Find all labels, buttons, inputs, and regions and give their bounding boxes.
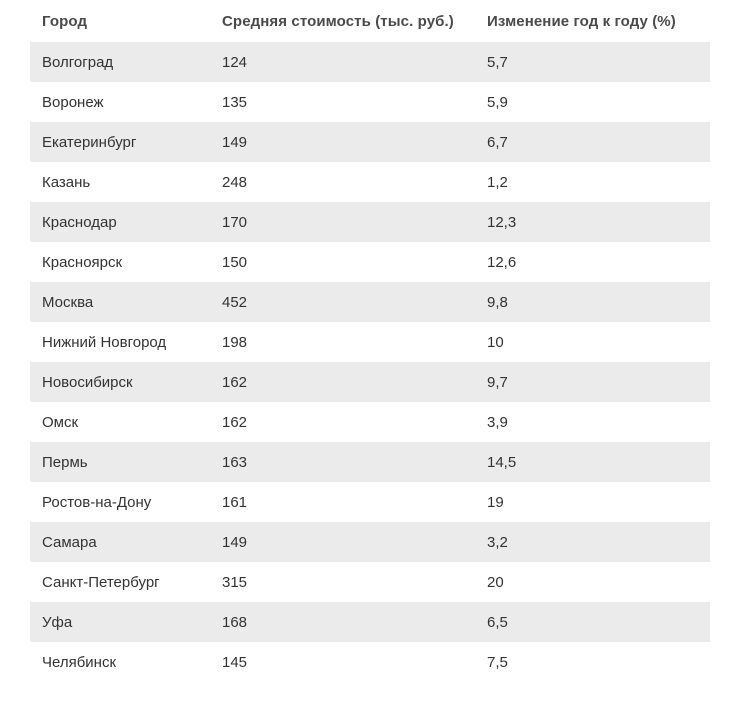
city-cell: Уфа	[42, 613, 73, 631]
table-row: Пермь 163 14,5	[30, 442, 710, 482]
table-row: Челябинск 145 7,5	[30, 642, 710, 682]
city-cell: Челябинск	[42, 653, 117, 671]
yoy-change-cell: 9,7	[487, 373, 508, 391]
table-row: Казань 248 1,2	[30, 162, 710, 202]
city-cell: Нижний Новгород	[42, 333, 167, 351]
column-header-average-cost: Средняя стоимость (тыс. руб.)	[210, 0, 475, 42]
table-row: Красноярск 150 12,6	[30, 242, 710, 282]
average-cost-cell: 248	[222, 173, 248, 191]
yoy-change-cell: 3,9	[487, 413, 508, 431]
yoy-change-cell: 1,2	[487, 173, 508, 191]
table-row: Омск 162 3,9	[30, 402, 710, 442]
table-row: Нижний Новгород 198 10	[30, 322, 710, 362]
table-body: Волгоград 124 5,7 Воронеж 135 5,9 Екатер…	[30, 42, 710, 682]
column-header-city: Город	[30, 0, 210, 42]
yoy-change-cell: 14,5	[487, 453, 517, 471]
average-cost-cell: 149	[222, 133, 248, 151]
table-row: Уфа 168 6,5	[30, 602, 710, 642]
city-cell: Краснодар	[42, 213, 117, 231]
city-cell: Воронеж	[42, 93, 104, 111]
table-row: Екатеринбург 149 6,7	[30, 122, 710, 162]
average-cost-cell: 315	[222, 573, 248, 591]
yoy-change-cell: 9,8	[487, 293, 508, 311]
yoy-change-cell: 5,7	[487, 53, 508, 71]
city-cell: Казань	[42, 173, 91, 191]
table-row: Волгоград 124 5,7	[30, 42, 710, 82]
yoy-change-cell: 10	[487, 333, 504, 351]
yoy-change-cell: 3,2	[487, 533, 508, 551]
average-cost-cell: 124	[222, 53, 248, 71]
yoy-change-cell: 6,5	[487, 613, 508, 631]
average-cost-cell: 452	[222, 293, 248, 311]
city-cell: Ростов-на-Дону	[42, 493, 152, 511]
city-price-table: Город Средняя стоимость (тыс. руб.) Изме…	[30, 0, 710, 682]
yoy-change-cell: 20	[487, 573, 504, 591]
column-header-yoy-change: Изменение год к году (%)	[475, 0, 710, 42]
yoy-change-cell: 12,6	[487, 253, 517, 271]
average-cost-cell: 170	[222, 213, 248, 231]
city-cell: Омск	[42, 413, 79, 431]
average-cost-cell: 168	[222, 613, 248, 631]
table-row: Самара 149 3,2	[30, 522, 710, 562]
average-cost-cell: 149	[222, 533, 248, 551]
average-cost-cell: 162	[222, 373, 248, 391]
yoy-change-cell: 12,3	[487, 213, 517, 231]
average-cost-cell: 135	[222, 93, 248, 111]
table-row: Воронеж 135 5,9	[30, 82, 710, 122]
average-cost-cell: 198	[222, 333, 248, 351]
table-row: Москва 452 9,8	[30, 282, 710, 322]
table-row: Краснодар 170 12,3	[30, 202, 710, 242]
average-cost-cell: 150	[222, 253, 248, 271]
average-cost-cell: 162	[222, 413, 248, 431]
city-price-table-container: Город Средняя стоимость (тыс. руб.) Изме…	[30, 0, 710, 682]
city-cell: Екатеринбург	[42, 133, 137, 151]
city-cell: Волгоград	[42, 53, 114, 71]
average-cost-cell: 161	[222, 493, 248, 511]
table-row: Санкт-Петербург 315 20	[30, 562, 710, 602]
yoy-change-cell: 6,7	[487, 133, 508, 151]
table-row: Новосибирск 162 9,7	[30, 362, 710, 402]
yoy-change-cell: 19	[487, 493, 504, 511]
table-header: Город Средняя стоимость (тыс. руб.) Изме…	[30, 0, 710, 42]
city-cell: Красноярск	[42, 253, 123, 271]
average-cost-cell: 145	[222, 653, 248, 671]
yoy-change-cell: 7,5	[487, 653, 508, 671]
city-cell: Новосибирск	[42, 373, 133, 391]
table-row: Ростов-на-Дону 161 19	[30, 482, 710, 522]
city-cell: Самара	[42, 533, 97, 551]
table-header-row: Город Средняя стоимость (тыс. руб.) Изме…	[30, 0, 710, 42]
city-cell: Пермь	[42, 453, 88, 471]
city-cell: Москва	[42, 293, 94, 311]
city-cell: Санкт-Петербург	[42, 573, 160, 591]
average-cost-cell: 163	[222, 453, 248, 471]
yoy-change-cell: 5,9	[487, 93, 508, 111]
